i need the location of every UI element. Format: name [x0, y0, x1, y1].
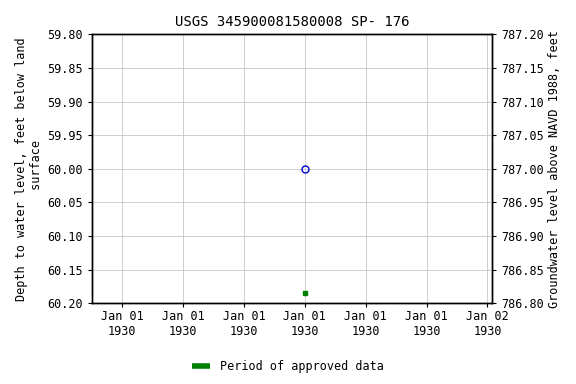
Y-axis label: Groundwater level above NAVD 1988, feet: Groundwater level above NAVD 1988, feet — [548, 30, 561, 308]
Y-axis label: Depth to water level, feet below land
 surface: Depth to water level, feet below land su… — [15, 37, 43, 301]
Legend: Period of approved data: Period of approved data — [188, 356, 388, 378]
Title: USGS 345900081580008 SP- 176: USGS 345900081580008 SP- 176 — [175, 15, 409, 29]
